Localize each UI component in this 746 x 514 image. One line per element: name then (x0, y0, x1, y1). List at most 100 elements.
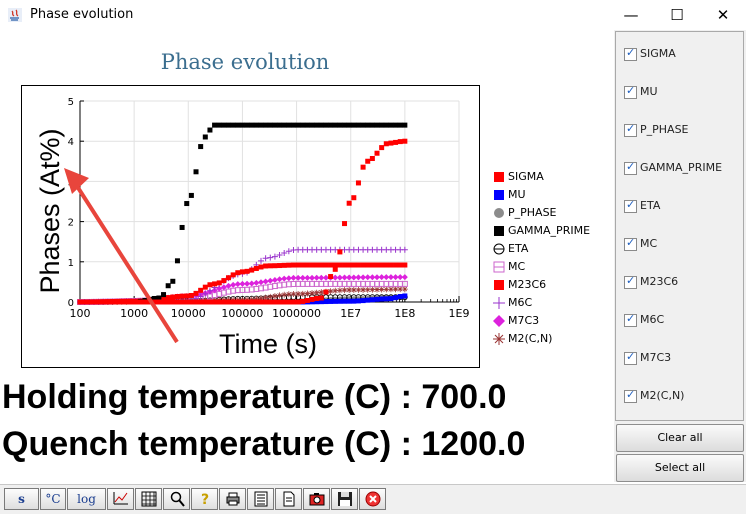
data-point-m7c3 (220, 284, 227, 291)
data-point-gamma-prime (249, 122, 255, 128)
x-tick-label: 1E8 (394, 307, 415, 320)
data-point-m7c3 (234, 281, 241, 288)
data-point-sigma (133, 299, 139, 305)
data-point-m7c3 (387, 274, 394, 281)
data-point-mu (351, 298, 357, 304)
celsius-label: °C (45, 492, 61, 506)
data-point-sigma (96, 299, 102, 305)
legend-label: M6C (508, 296, 533, 309)
data-point-m2-c-n (355, 286, 362, 293)
data-point-sigma (165, 299, 171, 305)
data-point-gamma-prime (332, 122, 338, 128)
data-point-mu (388, 296, 394, 302)
camera-button[interactable] (303, 488, 330, 510)
data-point-m2-c-n (267, 293, 274, 300)
table-button[interactable] (247, 488, 274, 510)
help-button[interactable]: ? (191, 488, 218, 510)
data-point-gamma-prime (198, 144, 204, 150)
data-point-m7c3 (318, 274, 325, 281)
data-point-gamma-prime (244, 122, 250, 128)
y-axis-label: Phases (At%) (35, 128, 65, 293)
close-plot-button[interactable] (359, 488, 386, 510)
clear-all-button[interactable]: Clear all (616, 424, 744, 452)
save-s-button[interactable]: s (4, 488, 39, 510)
data-point-gamma-prime (272, 122, 278, 128)
printer-icon (226, 492, 239, 506)
x-axis-label: Time (s) (219, 329, 317, 359)
window-title: Phase evolution (30, 7, 134, 22)
zoom-button[interactable] (163, 488, 190, 510)
data-point-m6c (276, 251, 283, 258)
data-point-m7c3 (262, 278, 269, 285)
data-point-m23c6 (263, 263, 269, 269)
checkbox-icon[interactable] (624, 122, 637, 137)
data-point-m23c6 (226, 275, 232, 281)
chart-title: Phase evolution (160, 50, 330, 74)
document-button[interactable] (275, 488, 302, 510)
data-point-m7c3 (271, 277, 278, 284)
legend-label: M7C3 (508, 314, 540, 327)
checkbox-icon[interactable] (624, 160, 637, 175)
select-all-button[interactable]: Select all (616, 454, 744, 482)
data-point-m23c6 (165, 295, 171, 301)
legend-label: MU (508, 188, 526, 201)
data-point-m2-c-n (299, 290, 306, 297)
data-point-m23c6 (170, 294, 176, 300)
data-point-m23c6 (235, 270, 241, 276)
data-point-m23c6 (179, 293, 185, 299)
legend-symbol (493, 261, 505, 273)
data-point-m7c3 (276, 276, 283, 283)
data-point-sigma (128, 299, 134, 305)
legend-symbol (494, 226, 504, 236)
checkbox-icon[interactable] (624, 274, 637, 289)
phase-label: M7C3 (640, 351, 672, 364)
data-point-m7c3 (309, 274, 316, 281)
data-point-gamma-prime (179, 224, 185, 230)
minimize-button[interactable]: — (623, 6, 639, 24)
data-point-m2-c-n (313, 289, 320, 296)
data-point-m23c6 (346, 262, 352, 268)
line-chart-button[interactable] (107, 488, 134, 510)
data-point-sigma (226, 299, 232, 305)
print-button[interactable] (219, 488, 246, 510)
checkbox-icon[interactable] (624, 236, 637, 251)
data-point-m23c6 (393, 262, 399, 268)
data-point-sigma (174, 299, 180, 305)
checkbox-icon[interactable] (624, 46, 637, 61)
data-point-m23c6 (258, 264, 264, 270)
data-point-sigma (105, 299, 111, 305)
checkbox-icon[interactable] (624, 84, 637, 99)
floppy-button[interactable] (331, 488, 358, 510)
close-circle-icon (365, 491, 380, 507)
grid-button[interactable] (135, 488, 162, 510)
data-point-m6c (281, 250, 288, 257)
x-tick-label: 1E7 (340, 307, 361, 320)
data-point-mu (332, 298, 338, 304)
data-point-gamma-prime (383, 122, 389, 128)
data-point-gamma-prime (360, 122, 366, 128)
maximize-button[interactable]: ☐ (670, 6, 684, 24)
data-point-sigma (235, 299, 241, 305)
data-point-m23c6 (342, 262, 348, 268)
data-point-sigma (170, 299, 176, 305)
checkbox-icon[interactable] (624, 350, 637, 365)
log-button[interactable]: log (67, 488, 106, 510)
data-point-m7c3 (304, 274, 311, 281)
celsius-button[interactable]: °C (40, 488, 66, 510)
data-point-m7c3 (248, 280, 255, 287)
checkbox-icon[interactable] (624, 198, 637, 213)
data-point-m2-c-n (309, 290, 316, 297)
data-point-sigma (267, 299, 273, 305)
checkbox-icon[interactable] (624, 388, 637, 403)
data-point-m7c3 (383, 274, 390, 281)
data-point-m23c6 (328, 262, 334, 268)
data-point-m7c3 (350, 274, 357, 281)
data-point-sigma (388, 140, 394, 146)
data-point-m23c6 (379, 262, 385, 268)
close-window-button[interactable]: ✕ (716, 6, 730, 24)
data-point-m6c (197, 293, 204, 300)
data-point-m2-c-n (290, 291, 297, 298)
checkbox-icon[interactable] (624, 312, 637, 327)
data-point-mu (342, 298, 348, 304)
data-point-m23c6 (304, 262, 310, 268)
